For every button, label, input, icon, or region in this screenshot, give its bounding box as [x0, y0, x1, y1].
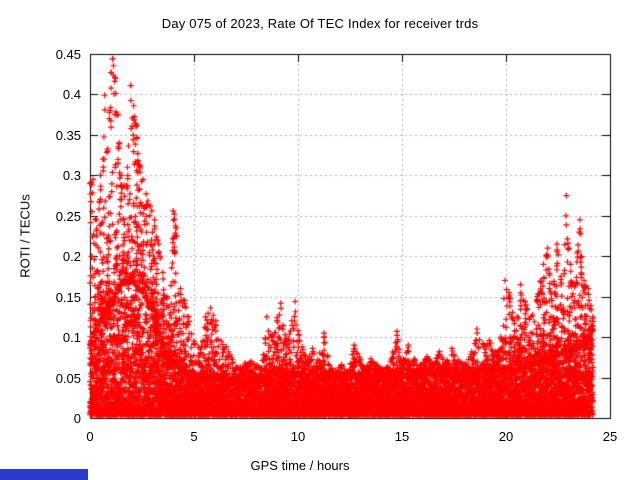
- x-tick-label: 20: [498, 429, 514, 444]
- y-axis-title-text: ROTI / TECUs: [17, 194, 33, 278]
- y-tick-label: 0.35: [55, 127, 81, 143]
- y-tick-label: 0.1: [62, 330, 81, 346]
- x-tick-label: 0: [86, 429, 94, 444]
- status-bar-fragment: [0, 469, 88, 480]
- x-axis-title: GPS time / hours: [250, 458, 350, 473]
- y-tick-label: 0.45: [55, 47, 81, 62]
- y-tick-label: 0.3: [62, 168, 81, 184]
- x-tick-label: 5: [190, 429, 198, 444]
- x-tick-label: 15: [394, 429, 410, 444]
- y-tick-label: 0.15: [55, 289, 81, 305]
- y-tick-label: 0.2: [62, 249, 81, 265]
- y-tick-label: 0.4: [62, 87, 81, 103]
- x-tick-label: 10: [290, 429, 306, 444]
- y-tick-label: 0.25: [55, 208, 81, 224]
- y-tick-label: 0.05: [55, 370, 81, 386]
- chart-title: Day 075 of 2023, Rate Of TEC Index for r…: [161, 16, 479, 31]
- x-tick-label: 25: [602, 429, 618, 444]
- y-tick-label: 0: [73, 411, 81, 426]
